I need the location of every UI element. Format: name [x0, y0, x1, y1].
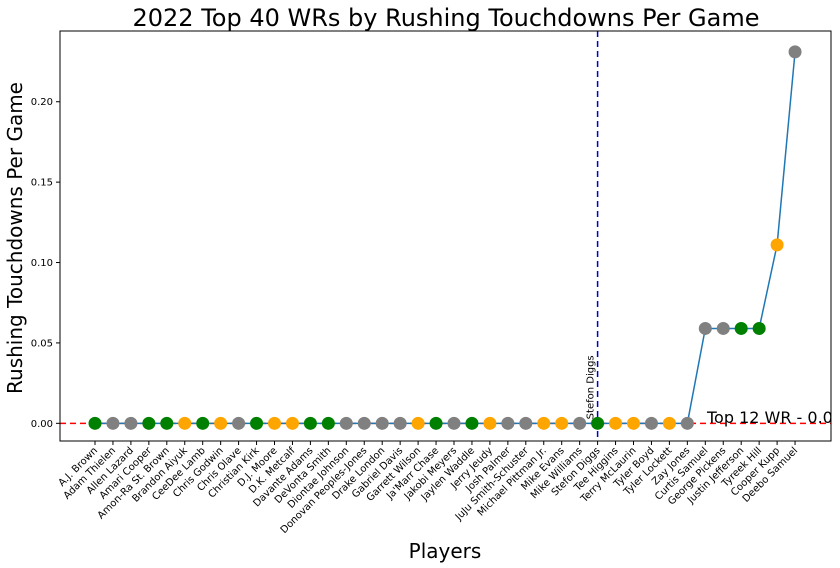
- y-tick-label: 0.05: [31, 338, 53, 349]
- data-point: [752, 321, 766, 335]
- data-point: [680, 416, 694, 430]
- data-point: [250, 416, 264, 430]
- y-tick-label: 0.00: [31, 419, 53, 430]
- data-point: [196, 416, 210, 430]
- data-point: [106, 416, 120, 430]
- data-point: [142, 416, 156, 430]
- data-point: [232, 416, 246, 430]
- data-point: [609, 416, 623, 430]
- data-point: [88, 416, 102, 430]
- data-point: [555, 416, 569, 430]
- data-point: [214, 416, 228, 430]
- data-point: [770, 238, 784, 252]
- y-axis: 0.00 0.05 0.10 0.15 0.20: [31, 97, 60, 430]
- series-line: [95, 51, 796, 425]
- data-point: [734, 321, 748, 335]
- plot-frame: [59, 30, 832, 442]
- data-point: [483, 416, 497, 430]
- data-point: [501, 416, 515, 430]
- y-tick-label: 0.10: [31, 258, 53, 269]
- data-point: [303, 416, 317, 430]
- data-point: [788, 45, 802, 59]
- data-point: [591, 416, 605, 430]
- plot-area: Top 12 WR - 0.0 Stefon Diggs: [60, 31, 833, 441]
- y-axis-label: Rushing Touchdowns Per Game: [3, 82, 27, 394]
- data-point: [573, 416, 587, 430]
- data-point: [411, 416, 425, 430]
- chart-title: 2022 Top 40 WRs by Rushing Touchdowns Pe…: [133, 4, 760, 32]
- data-point: [429, 416, 443, 430]
- data-point: [698, 321, 712, 335]
- y-tick-label: 0.20: [31, 97, 53, 108]
- data-point: [716, 321, 730, 335]
- data-point: [537, 416, 551, 430]
- x-axis-label: Players: [409, 539, 482, 563]
- data-point: [375, 416, 389, 430]
- data-point: [339, 416, 353, 430]
- data-point: [268, 416, 281, 430]
- data-point: [662, 416, 676, 430]
- data-point: [519, 416, 533, 430]
- data-point: [160, 416, 174, 430]
- highlight-label: Stefon Diggs: [586, 355, 597, 419]
- data-point: [124, 416, 138, 430]
- y-tick-label: 0.15: [31, 178, 53, 189]
- data-point: [644, 416, 658, 430]
- data-point: [627, 416, 640, 430]
- data-point: [393, 416, 407, 430]
- data-point: [178, 416, 192, 430]
- threshold-label: Top 12 WR - 0.0: [706, 408, 833, 427]
- data-point: [465, 416, 479, 430]
- data-point: [447, 416, 461, 430]
- data-point: [285, 416, 299, 430]
- data-point: [321, 416, 335, 430]
- data-point: [357, 416, 371, 430]
